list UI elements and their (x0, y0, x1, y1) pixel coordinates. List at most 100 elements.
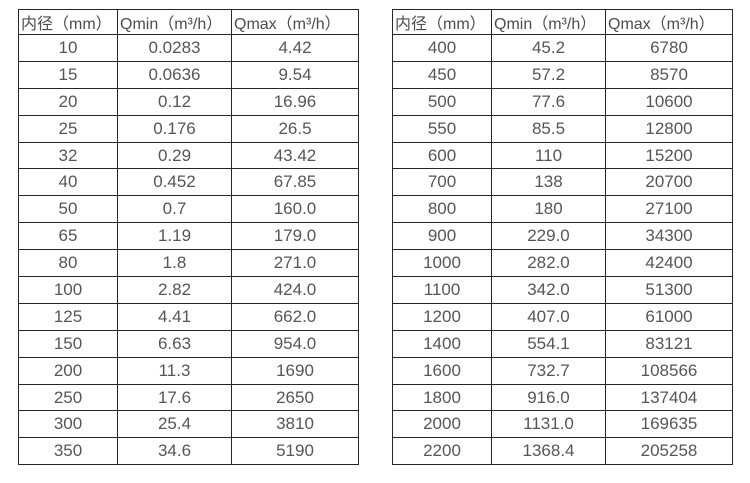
table-cell: 34.6 (117, 437, 232, 466)
table-row: 450 57.2 8570 (392, 60, 733, 89)
table-cell: 150 (18, 329, 118, 358)
table-cell: 9.54 (231, 60, 359, 89)
table-body: 10 0.0283 4.42 15 0.0636 9.54 20 0.12 16.96 25 0.1… (18, 34, 359, 466)
table-row: 500 77.6 10600 (392, 87, 733, 116)
table-row: 900 229.0 34300 (392, 222, 733, 251)
table-cell: 0.12 (117, 87, 232, 116)
table-cell: 1690 (231, 356, 359, 385)
table-row: 32 0.29 43.42 (18, 141, 359, 170)
header-diameter: 内径（mm） (18, 9, 118, 35)
table-cell: 61000 (605, 302, 733, 331)
table-cell: 42400 (605, 249, 733, 278)
table-cell: 554.1 (491, 329, 606, 358)
table-row: 2200 1368.4 205258 (392, 437, 733, 466)
table-cell: 300 (18, 410, 118, 439)
header-row: 内径（mm） Qmin（m³/h） Qmax（m³/h） (392, 9, 733, 35)
table-row: 300 25.4 3810 (18, 410, 359, 439)
table-cell: 10 (18, 34, 118, 62)
table-row: 350 34.6 5190 (18, 437, 359, 466)
table-cell: 282.0 (491, 249, 606, 278)
table-cell: 20700 (605, 168, 733, 197)
table-row: 40 0.452 67.85 (18, 168, 359, 197)
table-cell: 17.6 (117, 383, 232, 412)
table-row: 100 2.82 424.0 (18, 276, 359, 304)
table-cell: 954.0 (231, 329, 359, 358)
table-cell: 34300 (605, 222, 733, 251)
table-cell: 110 (491, 141, 606, 170)
table-cell: 2.82 (117, 276, 232, 304)
table-row: 65 1.19 179.0 (18, 222, 359, 251)
table-cell: 6780 (605, 34, 733, 62)
table-cell: 108566 (605, 356, 733, 385)
table-cell: 1400 (392, 329, 492, 358)
header-qmax: Qmax（m³/h） (605, 9, 733, 35)
table-row: 80 1.8 271.0 (18, 249, 359, 278)
table-row: 1200 407.0 61000 (392, 302, 733, 331)
table-cell: 67.85 (231, 168, 359, 197)
table-cell: 500 (392, 87, 492, 116)
table-cell: 179.0 (231, 222, 359, 251)
flow-table-right: 内径（mm） Qmin（m³/h） Qmax（m³/h） 400 45.2 6780… (392, 9, 733, 466)
table-cell: 700 (392, 168, 492, 197)
table-cell: 160.0 (231, 195, 359, 224)
table-cell: 77.6 (491, 87, 606, 116)
table-cell: 180 (491, 195, 606, 224)
table-cell: 1.8 (117, 249, 232, 278)
table-row: 25 0.176 26.5 (18, 114, 359, 143)
table-cell: 600 (392, 141, 492, 170)
table-cell: 1200 (392, 302, 492, 331)
table-cell: 350 (18, 437, 118, 466)
table-cell: 169635 (605, 410, 733, 439)
table-cell: 1100 (392, 276, 492, 304)
table-cell: 32 (18, 141, 118, 170)
table-cell: 43.42 (231, 141, 359, 170)
table-cell: 0.0283 (117, 34, 232, 62)
table-cell: 12800 (605, 114, 733, 143)
table-cell: 4.41 (117, 302, 232, 331)
table-cell: 1131.0 (491, 410, 606, 439)
table-cell: 51300 (605, 276, 733, 304)
table-cell: 205258 (605, 437, 733, 466)
table-row: 1000 282.0 42400 (392, 249, 733, 278)
table-row: 10 0.0283 4.42 (18, 34, 359, 62)
table-cell: 1.19 (117, 222, 232, 251)
table-cell: 900 (392, 222, 492, 251)
table-cell: 0.29 (117, 141, 232, 170)
header-qmin: Qmin（m³/h） (491, 9, 606, 35)
table-row: 1800 916.0 137404 (392, 383, 733, 412)
table-cell: 16.96 (231, 87, 359, 116)
table-cell: 5190 (231, 437, 359, 466)
table-row: 125 4.41 662.0 (18, 302, 359, 331)
table-cell: 57.2 (491, 60, 606, 89)
table-cell: 342.0 (491, 276, 606, 304)
table-row: 800 180 27100 (392, 195, 733, 224)
table-cell: 85.5 (491, 114, 606, 143)
table-cell: 916.0 (491, 383, 606, 412)
table-cell: 1000 (392, 249, 492, 278)
table-cell: 0.452 (117, 168, 232, 197)
table-cell: 200 (18, 356, 118, 385)
table-cell: 250 (18, 383, 118, 412)
table-row: 20 0.12 16.96 (18, 87, 359, 116)
table-cell: 15200 (605, 141, 733, 170)
table-cell: 125 (18, 302, 118, 331)
table-cell: 0.176 (117, 114, 232, 143)
table-row: 2000 1131.0 169635 (392, 410, 733, 439)
table-cell: 450 (392, 60, 492, 89)
table-row: 200 11.3 1690 (18, 356, 359, 385)
table-cell: 10600 (605, 87, 733, 116)
table-cell: 25.4 (117, 410, 232, 439)
table-cell: 0.0636 (117, 60, 232, 89)
table-cell: 27100 (605, 195, 733, 224)
table-cell: 50 (18, 195, 118, 224)
table-row: 15 0.0636 9.54 (18, 60, 359, 89)
header-qmax: Qmax（m³/h） (231, 9, 359, 35)
table-cell: 229.0 (491, 222, 606, 251)
table-cell: 2200 (392, 437, 492, 466)
table-cell: 25 (18, 114, 118, 143)
flow-table-left: 内径（mm） Qmin（m³/h） Qmax（m³/h） 10 0.0283 4.4… (18, 9, 359, 466)
table-row: 50 0.7 160.0 (18, 195, 359, 224)
table-cell: 800 (392, 195, 492, 224)
table-cell: 11.3 (117, 356, 232, 385)
table-row: 400 45.2 6780 (392, 34, 733, 62)
